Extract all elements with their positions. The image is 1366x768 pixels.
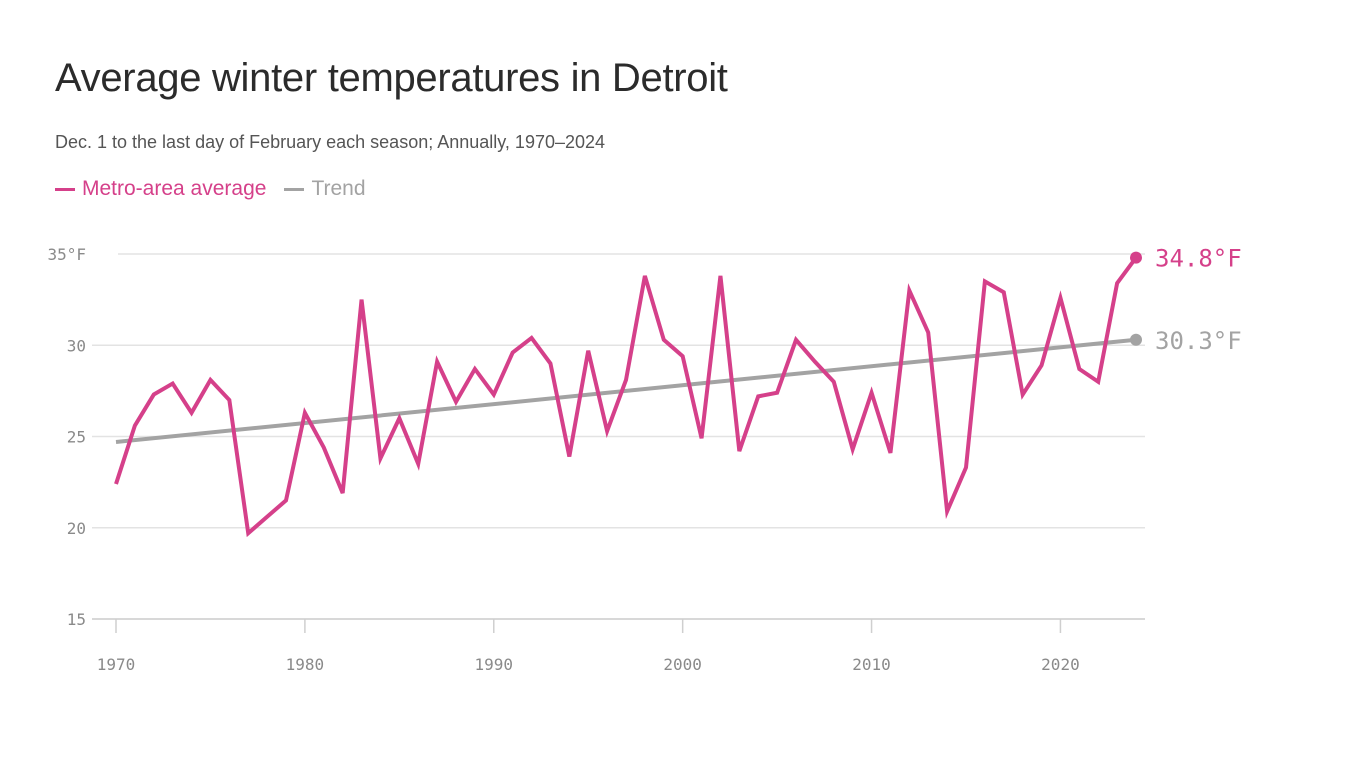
x-tick-label: 2020	[1041, 655, 1080, 674]
y-tick-label: 20	[67, 519, 86, 538]
trend-end-label: 30.3°F	[1155, 327, 1242, 355]
average-line	[114, 256, 1138, 538]
legend-item-average: Metro-area average	[55, 177, 266, 201]
chart-title: Average winter temperatures in Detroit	[55, 56, 728, 100]
x-tick-label: 2010	[852, 655, 891, 674]
legend-item-trend: Trend	[284, 177, 366, 201]
y-tick-label: 35°F	[47, 245, 86, 264]
x-tick-label: 1980	[286, 655, 325, 674]
legend-swatch-average	[55, 187, 75, 191]
x-tick-label: 1970	[97, 655, 136, 674]
trend-line	[115, 337, 1137, 444]
legend-swatch-trend	[284, 187, 305, 191]
chart-subtitle: Dec. 1 to the last day of February each …	[55, 132, 606, 152]
y-tick-label: 30	[67, 336, 86, 355]
trend-end-marker	[1130, 333, 1142, 346]
legend: Metro-area average Trend	[55, 177, 366, 201]
x-tick-label: 2000	[663, 655, 702, 674]
y-tick-label: 25	[67, 428, 86, 447]
legend-label-trend: Trend	[311, 177, 366, 200]
legend-label-average: Metro-area average	[82, 177, 267, 200]
y-tick-label: 15	[67, 610, 86, 629]
average-end-marker	[1130, 251, 1142, 264]
average-end-label: 34.8°F	[1155, 245, 1242, 273]
x-tick-label: 1990	[475, 655, 514, 674]
